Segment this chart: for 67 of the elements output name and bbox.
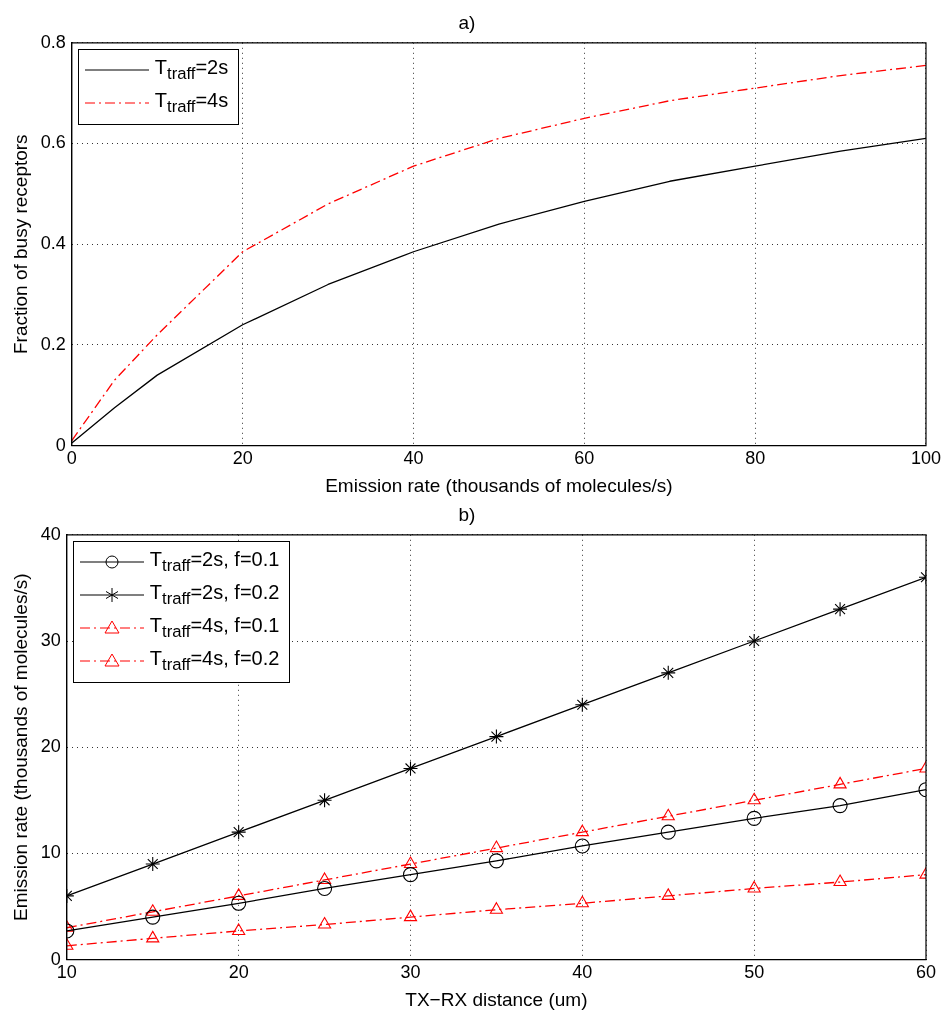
chart-title: b) — [458, 503, 476, 525]
point — [832, 798, 848, 814]
y-tick-label: 40 — [40, 523, 61, 544]
x-tick-label: 20 — [228, 962, 249, 983]
point — [317, 792, 333, 808]
x-axis-title: Emission rate (thousands of molecules/s) — [325, 474, 673, 496]
point — [660, 665, 676, 681]
point — [575, 824, 589, 837]
x-tick-label: 40 — [403, 448, 424, 469]
x-tick-label: 100 — [910, 448, 942, 469]
x-tick-label: 40 — [572, 962, 593, 983]
y-axis-title: Fraction of busy receptors — [9, 134, 31, 355]
x-tick-label: 60 — [915, 962, 937, 983]
legend-label: T$_{traff}$=2s — [154, 54, 229, 85]
y-tick-label: 10 — [40, 842, 61, 863]
point — [232, 923, 246, 935]
legend-label: T$_{traff}$=2s, f=0.1 — [149, 546, 280, 577]
point — [403, 909, 418, 922]
point — [832, 601, 848, 617]
y-tick-label: 0 — [55, 434, 66, 455]
point — [660, 824, 676, 840]
point — [231, 895, 247, 911]
point — [833, 776, 847, 789]
point — [747, 880, 761, 893]
x-tick-label: 60 — [574, 448, 595, 469]
point — [575, 895, 589, 908]
legend-label: T$_{traff}$=4s, f=0.2 — [149, 645, 280, 676]
point — [317, 880, 333, 896]
point — [145, 856, 161, 872]
point — [661, 888, 675, 900]
x-tick-label: 80 — [745, 448, 766, 469]
y-tick-label: 20 — [40, 736, 61, 757]
point — [232, 888, 246, 900]
y-tick-label: 0.2 — [40, 333, 66, 354]
legend-label: T$_{traff}$=4s — [154, 87, 229, 118]
y-tick-label: 30 — [40, 629, 61, 650]
point — [403, 856, 418, 869]
point — [145, 909, 161, 925]
point — [317, 872, 332, 884]
legend-label: T$_{traff}$=2s, f=0.2 — [149, 579, 280, 610]
legend-label: T$_{traff}$=4s, f=0.1 — [149, 612, 280, 643]
x-tick-label: 30 — [400, 962, 421, 983]
point — [489, 840, 504, 853]
point — [488, 729, 504, 745]
x-tick-label: 50 — [744, 962, 765, 983]
point — [747, 792, 761, 805]
point — [317, 917, 332, 929]
point — [146, 904, 160, 916]
y-tick-label: 0.6 — [40, 132, 66, 153]
point — [574, 838, 590, 854]
y-axis-title: Emission rate (thousands of molecules/s) — [9, 573, 31, 921]
point — [746, 633, 762, 649]
point — [488, 853, 504, 869]
point — [746, 810, 762, 826]
point — [402, 760, 419, 776]
y-tick-label: 0.4 — [40, 233, 66, 254]
point — [146, 930, 160, 943]
point — [661, 808, 675, 821]
x-tick-label: 20 — [232, 448, 253, 469]
point — [833, 874, 847, 887]
x-axis-title: TX−RX distance (um) — [405, 988, 588, 1010]
point — [489, 902, 504, 914]
point — [402, 867, 419, 883]
chart-title: a) — [458, 11, 476, 33]
point — [574, 697, 590, 713]
y-tick-label: 0.8 — [40, 31, 66, 52]
point — [231, 824, 247, 840]
